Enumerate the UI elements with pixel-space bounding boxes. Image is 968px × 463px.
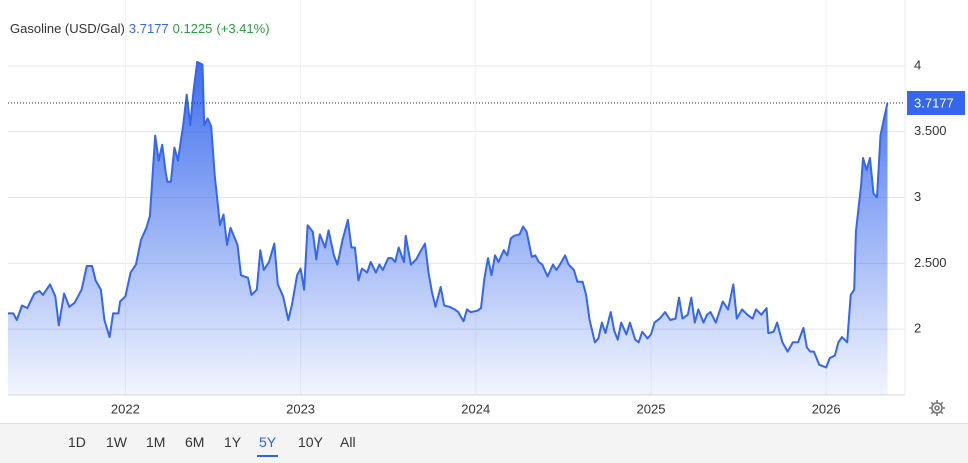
range-button[interactable]: 1Y	[224, 434, 242, 450]
y-tick-label: 3.500	[914, 123, 947, 138]
y-tick-label: 3	[914, 189, 921, 204]
last-price-label: 3.7177	[914, 95, 954, 110]
range-button[interactable]: 1D	[68, 434, 86, 450]
settings-button[interactable]	[928, 399, 946, 417]
instrument-name: Gasoline (USD/Gal)	[10, 21, 125, 36]
range-button[interactable]: All	[340, 434, 356, 450]
change-percent: (+3.41%)	[216, 21, 270, 36]
last-price: 3.7177	[128, 21, 169, 36]
area-fill	[8, 61, 888, 396]
range-button[interactable]: 5Y	[257, 434, 279, 457]
y-tick-label: 2.500	[914, 255, 947, 270]
range-button[interactable]: 10Y	[298, 434, 323, 450]
range-button[interactable]: 1M	[146, 434, 166, 450]
x-tick-label: 2025	[637, 401, 666, 416]
y-tick-label: 4	[914, 57, 921, 72]
y-tick-label: 2	[914, 321, 921, 336]
price-line	[8, 60, 889, 369]
header: Gasoline (USD/Gal) 3.7177 0.1225 (+3.41%)	[10, 21, 274, 36]
last-price-box	[907, 91, 965, 116]
x-tick-label: 2023	[286, 401, 315, 416]
x-tick-label: 2022	[111, 401, 140, 416]
x-tick-label: 2024	[461, 401, 490, 416]
range-button[interactable]: 6M	[185, 434, 205, 450]
x-tick-label: 2026	[812, 401, 841, 416]
change: 0.1225	[172, 21, 213, 36]
range-button[interactable]: 1W	[106, 434, 127, 450]
range-toolbar: 1D 1W 1M 6M 1Y 5Y 10Y All	[0, 423, 968, 463]
chart: 4 3.500 3 2.500 2 2022 2023 2024 2025 2026 3.7177	[8, 0, 965, 416]
